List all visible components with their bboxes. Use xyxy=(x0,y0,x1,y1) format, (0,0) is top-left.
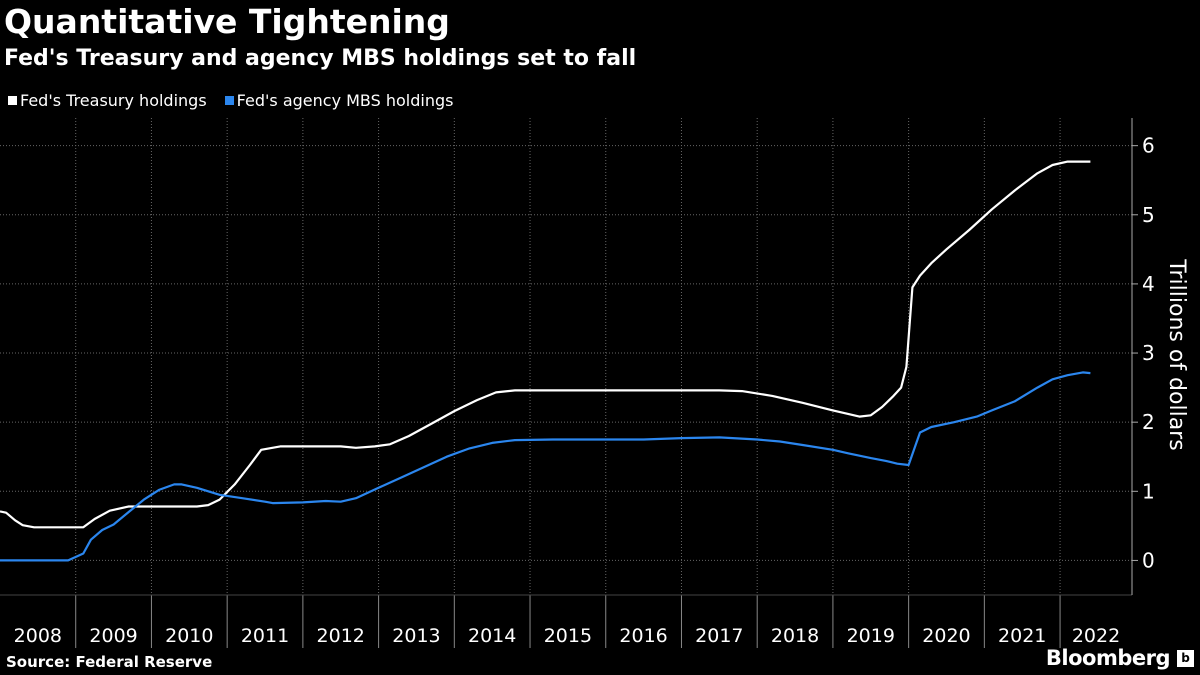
y-tick-label: 5 xyxy=(1142,203,1155,227)
x-tick-label: 2009 xyxy=(89,625,137,647)
x-tick-label: 2019 xyxy=(847,625,895,647)
x-tick-label: 2014 xyxy=(468,625,516,647)
legend-item-treasury: Fed's Treasury holdings xyxy=(8,91,207,110)
y-tick-label: 1 xyxy=(1142,479,1155,503)
legend-swatch-mbs xyxy=(224,96,234,105)
legend-label-treasury: Fed's Treasury holdings xyxy=(20,91,207,110)
x-tick-label: 2020 xyxy=(922,625,970,647)
x-tick-label: 2022 xyxy=(1072,625,1120,647)
y-axis: 0 1 2 3 4 5 6 xyxy=(1131,118,1155,595)
chart-title: Quantitative Tightening xyxy=(4,2,450,41)
x-tick-label: 2015 xyxy=(544,625,592,647)
x-tick-label: 2011 xyxy=(241,625,289,647)
x-tick-label: 2018 xyxy=(771,625,819,647)
series-layer xyxy=(0,160,1091,562)
y-axis-label: Trillions of dollars xyxy=(1164,258,1189,450)
x-tick-label: 2008 xyxy=(14,625,62,647)
y-tick-label: 4 xyxy=(1142,272,1155,296)
chart-subtitle: Fed's Treasury and agency MBS holdings s… xyxy=(4,46,637,71)
x-tick-label: 2016 xyxy=(619,625,667,647)
brand-logo: Bloomberg xyxy=(1045,646,1171,670)
grid-layer xyxy=(0,118,1132,595)
y-tick-label: 6 xyxy=(1142,134,1155,158)
source-note: Source: Federal Reserve xyxy=(6,653,213,671)
legend-item-mbs: Fed's agency MBS holdings xyxy=(224,91,454,110)
x-tick-label: 2021 xyxy=(998,625,1046,647)
series-line-mbs xyxy=(0,371,1091,562)
y-tick-label: 2 xyxy=(1142,410,1155,434)
x-tick-label: 2010 xyxy=(165,625,213,647)
y-tick-label: 0 xyxy=(1142,548,1155,572)
x-tick-label: 2013 xyxy=(392,625,440,647)
legend-swatch-treasury xyxy=(8,96,17,105)
x-tick-label: 2017 xyxy=(695,625,743,647)
brand-badge-icon: b xyxy=(1177,650,1194,667)
x-tick-label: 2012 xyxy=(317,625,365,647)
x-axis: 2008 2009 2010 2011 2012 2013 2014 2015 2016 2017… xyxy=(0,594,1132,648)
legend-label-mbs: Fed's agency MBS holdings xyxy=(236,91,454,110)
chart-legend: Fed's Treasury holdings Fed's agency MBS… xyxy=(8,91,453,110)
series-line-treasury xyxy=(0,160,1091,529)
y-tick-label: 3 xyxy=(1142,341,1155,365)
